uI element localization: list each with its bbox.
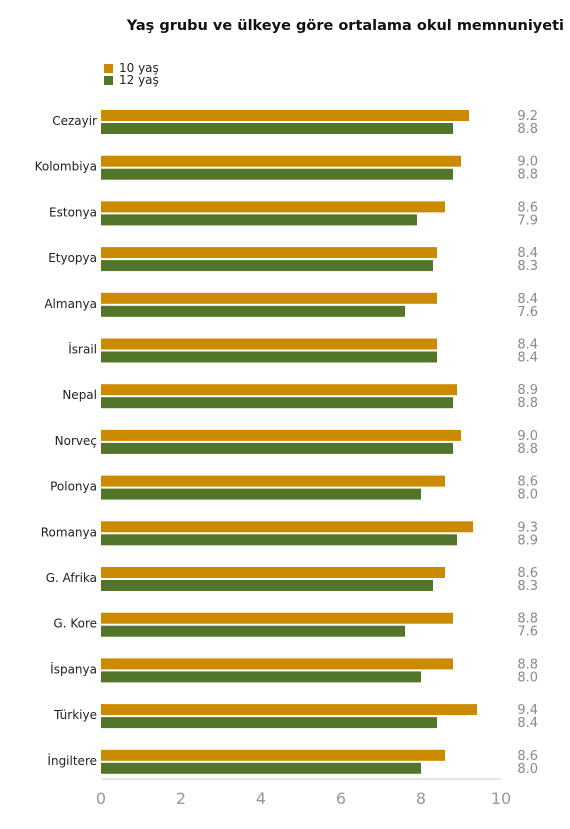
category-label: Norveç bbox=[55, 434, 97, 448]
bar bbox=[101, 521, 473, 533]
data-label: 7.6 bbox=[517, 625, 538, 640]
data-label: 8.6 bbox=[517, 475, 538, 490]
bar bbox=[101, 749, 445, 761]
data-label: 9.3 bbox=[517, 520, 538, 535]
data-label: 8.4 bbox=[517, 292, 538, 307]
category-label: Romanya bbox=[41, 525, 97, 539]
x-tick-label: 8 bbox=[416, 789, 426, 808]
data-label: 8.9 bbox=[517, 533, 538, 548]
legend-label-10: 10 yaş bbox=[119, 61, 159, 75]
bar bbox=[101, 704, 477, 716]
bar bbox=[101, 429, 461, 441]
data-label: 8.4 bbox=[517, 716, 538, 731]
bar bbox=[101, 475, 445, 487]
data-label: 8.8 bbox=[517, 442, 538, 457]
bar bbox=[101, 658, 453, 670]
category-label: Cezayir bbox=[52, 114, 97, 128]
category-label: Türkiye bbox=[53, 708, 97, 722]
data-label: 8.0 bbox=[517, 488, 538, 503]
bar bbox=[101, 717, 437, 729]
data-label: 8.3 bbox=[517, 259, 538, 274]
category-label: İspanya bbox=[50, 661, 97, 676]
bar bbox=[101, 292, 437, 304]
category-label: İngiltere bbox=[47, 753, 97, 768]
legend-item-10: 10 yaş bbox=[104, 62, 159, 74]
bar bbox=[101, 110, 469, 121]
bar bbox=[101, 123, 453, 134]
bar bbox=[101, 442, 453, 454]
data-label: 8.8 bbox=[517, 396, 538, 411]
bar bbox=[101, 612, 453, 624]
data-label: 8.8 bbox=[517, 168, 538, 183]
bar bbox=[101, 201, 445, 213]
bar bbox=[101, 384, 457, 396]
data-label: 8.9 bbox=[517, 383, 538, 398]
bar bbox=[101, 168, 453, 180]
category-label: Estonya bbox=[49, 205, 97, 219]
bar bbox=[101, 260, 433, 272]
data-label: 8.8 bbox=[517, 612, 538, 627]
bar bbox=[101, 214, 417, 226]
data-label: 7.6 bbox=[517, 305, 538, 320]
data-label: 9.4 bbox=[517, 703, 538, 718]
data-label: 8.0 bbox=[517, 762, 538, 777]
category-label: Polonya bbox=[50, 480, 97, 494]
data-label: 9.0 bbox=[517, 155, 538, 170]
data-label: 8.6 bbox=[517, 566, 538, 581]
bar bbox=[101, 534, 457, 546]
category-label: İsrail bbox=[68, 342, 97, 357]
legend-swatch-10 bbox=[104, 63, 113, 73]
bar bbox=[101, 305, 405, 317]
data-label: 8.4 bbox=[517, 338, 538, 353]
legend-label-12: 12 yaş bbox=[119, 73, 159, 87]
legend: 10 yaş 12 yaş bbox=[104, 62, 159, 86]
chart-title: Yaş grubu ve ülkeye göre ortalama okul m… bbox=[126, 18, 564, 34]
bar bbox=[101, 247, 437, 259]
bar bbox=[101, 351, 437, 363]
x-tick-label: 4 bbox=[256, 789, 266, 808]
data-label: 8.6 bbox=[517, 200, 538, 215]
category-label: Nepal bbox=[62, 388, 97, 402]
data-label: 9.0 bbox=[517, 429, 538, 444]
data-label: 7.9 bbox=[517, 213, 538, 228]
data-label: 8.0 bbox=[517, 670, 538, 685]
bar bbox=[101, 671, 421, 683]
bar bbox=[101, 338, 437, 350]
data-label: 8.3 bbox=[517, 579, 538, 594]
category-label: G. Kore bbox=[53, 617, 97, 631]
legend-swatch-12 bbox=[104, 75, 113, 85]
bar bbox=[101, 155, 461, 167]
bar bbox=[101, 762, 421, 774]
legend-item-12: 12 yaş bbox=[104, 74, 159, 86]
data-label: 9.2 bbox=[517, 109, 538, 124]
data-label: 8.8 bbox=[517, 657, 538, 672]
category-label: Almanya bbox=[44, 297, 97, 311]
data-label: 8.4 bbox=[517, 351, 538, 366]
data-label: 8.8 bbox=[517, 122, 538, 137]
bar bbox=[101, 397, 453, 409]
category-label: Kolombiya bbox=[35, 160, 97, 174]
data-label: 8.4 bbox=[517, 246, 538, 261]
bar bbox=[101, 625, 405, 637]
x-tick-label: 6 bbox=[336, 789, 346, 808]
bar bbox=[101, 567, 445, 578]
x-tick-label: 0 bbox=[96, 789, 106, 808]
data-label: 8.6 bbox=[517, 749, 538, 764]
bar bbox=[101, 580, 433, 591]
category-label: Etyopya bbox=[48, 251, 97, 265]
x-tick-label: 10 bbox=[491, 789, 511, 808]
bar bbox=[101, 488, 421, 500]
x-tick-label: 2 bbox=[176, 789, 186, 808]
category-label: G. Afrika bbox=[46, 571, 97, 585]
